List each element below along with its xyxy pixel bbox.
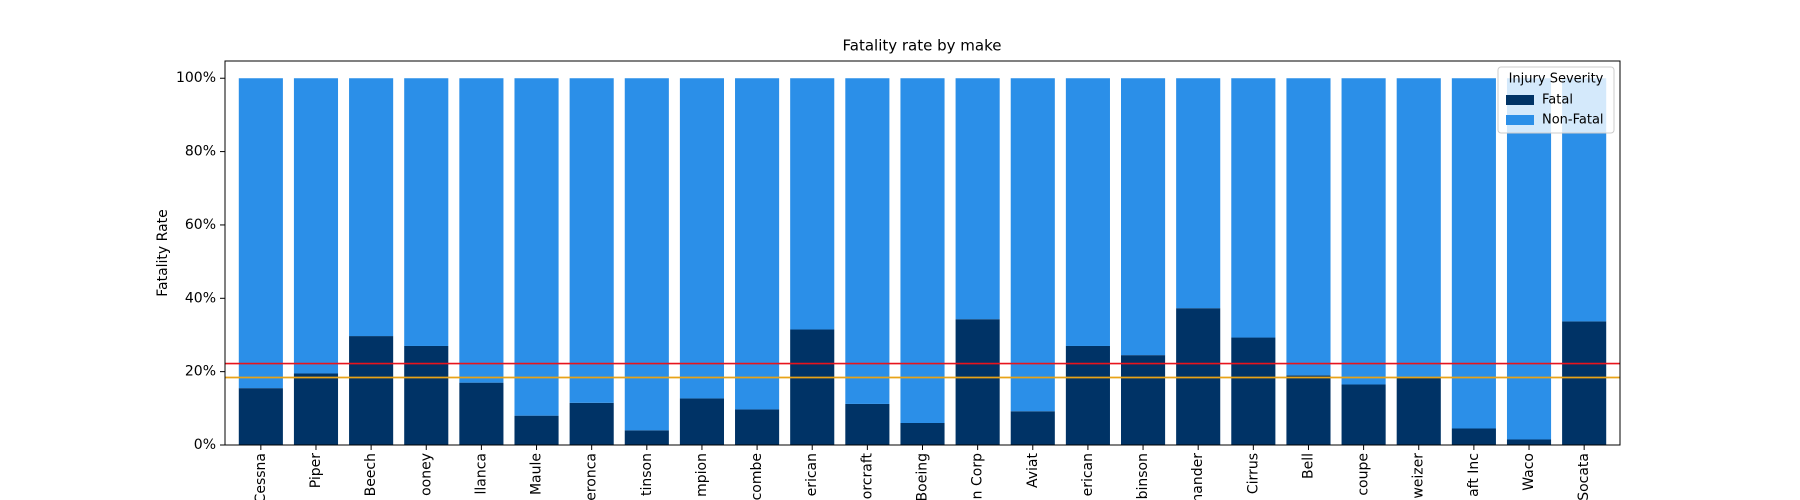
bar-segment (1341, 78, 1386, 385)
x-tick-label: Waco (1521, 453, 1537, 491)
bar-segment (1506, 78, 1552, 440)
x-tick-label: erican (804, 453, 820, 496)
legend-label: Fatal (1542, 93, 1573, 108)
bar-segment (349, 78, 394, 337)
bar-segment (900, 78, 945, 423)
y-tick-label: 60% (185, 217, 216, 233)
bar-segment (1010, 411, 1055, 445)
bar-segment (735, 78, 780, 410)
bar-segment (349, 336, 394, 445)
bar-segment (1562, 321, 1607, 445)
x-tick-label: binson (1135, 453, 1151, 499)
bar-segment (1341, 384, 1386, 445)
x-tick-label: mpion (694, 453, 710, 497)
bar-segment (1176, 308, 1221, 445)
x-tick-label: weizer (1411, 453, 1427, 499)
legend-swatch (1506, 115, 1534, 125)
bar-segment (404, 78, 449, 346)
x-tick-label: Boeing (915, 453, 931, 500)
bar-segment (1120, 355, 1166, 445)
bar-segment (1451, 78, 1496, 429)
x-tick-label: Piper (308, 453, 324, 489)
y-tick-label: 20% (185, 364, 216, 380)
bar-segment (679, 78, 725, 399)
legend-title: Injury Severity (1509, 72, 1604, 87)
bar-segment (1120, 78, 1166, 356)
y-axis-label: Fatality Rate (155, 209, 171, 297)
x-tick-label: Aviat (1025, 452, 1041, 488)
x-tick-label: Beech (363, 453, 379, 496)
x-tick-label: ooney (418, 453, 434, 496)
x-tick-label: Cirrus (1245, 453, 1261, 494)
x-tick-label: llanca (473, 453, 489, 495)
x-tick-label: Bell (1300, 453, 1316, 479)
bar-segment (1396, 78, 1441, 378)
y-tick-label: 80% (185, 144, 216, 160)
bar-segment (514, 78, 559, 416)
x-tick-label: Socata (1576, 453, 1592, 500)
bar-segment (900, 422, 945, 445)
bar-segment (790, 329, 835, 445)
bar-segment (293, 373, 339, 445)
bar-segment (569, 78, 614, 403)
bar-segment (845, 78, 890, 404)
y-tick-label: 100% (176, 70, 216, 86)
bar-segment (1231, 337, 1276, 445)
bar-segment (1286, 375, 1331, 445)
x-tick-label: n Corp (970, 453, 986, 499)
bar-segment (569, 402, 614, 445)
legend: Injury Severity Fatal Non-Fatal (1497, 66, 1615, 134)
bar-segment (459, 382, 504, 445)
y-tick-label: 40% (185, 290, 216, 306)
x-tick-label: orcraft (859, 452, 875, 499)
bar-segment (238, 78, 283, 389)
bar-segment (404, 345, 449, 445)
x-tick-label: eronca (584, 453, 600, 500)
bar-segment (624, 430, 669, 445)
bar-segment (1451, 428, 1496, 445)
x-tick-label: combe (749, 453, 765, 500)
x-tick-label: Maule (529, 453, 545, 495)
bar-segment (1065, 78, 1110, 346)
bar-segment (238, 388, 283, 445)
bar-segment (955, 78, 1000, 320)
x-tick-label: erican (1080, 453, 1096, 496)
bar-segment (624, 78, 669, 431)
bar-segment (955, 319, 1000, 445)
chart-title: Fatality rate by make (843, 37, 1002, 55)
bar-segment (679, 398, 725, 445)
x-tick-label: nander (1190, 453, 1206, 500)
bar-segment (1286, 78, 1331, 376)
plot-frame (224, 60, 1621, 446)
bar-segment (845, 403, 890, 445)
bar-segment (1176, 78, 1221, 309)
bar-segment (735, 409, 780, 445)
bar-segment (1396, 377, 1441, 445)
x-tick-label: aft Inc (1466, 453, 1482, 497)
bar-segment (1231, 78, 1276, 338)
bar-segment (293, 78, 339, 374)
x-tick-label: Cessna (253, 453, 269, 500)
x-tick-label: tinson (639, 453, 655, 496)
bar-segment (790, 78, 835, 330)
y-tick-label: 0% (194, 437, 216, 453)
bar-segment (459, 78, 504, 383)
legend-label: Non-Fatal (1542, 113, 1604, 128)
bar-segment (514, 415, 559, 445)
legend-swatch (1506, 95, 1534, 105)
bar-segment (1065, 345, 1110, 445)
x-tick-label: coupe (1356, 453, 1372, 496)
bar-segment (1506, 439, 1552, 445)
bar-segment (1010, 78, 1055, 412)
